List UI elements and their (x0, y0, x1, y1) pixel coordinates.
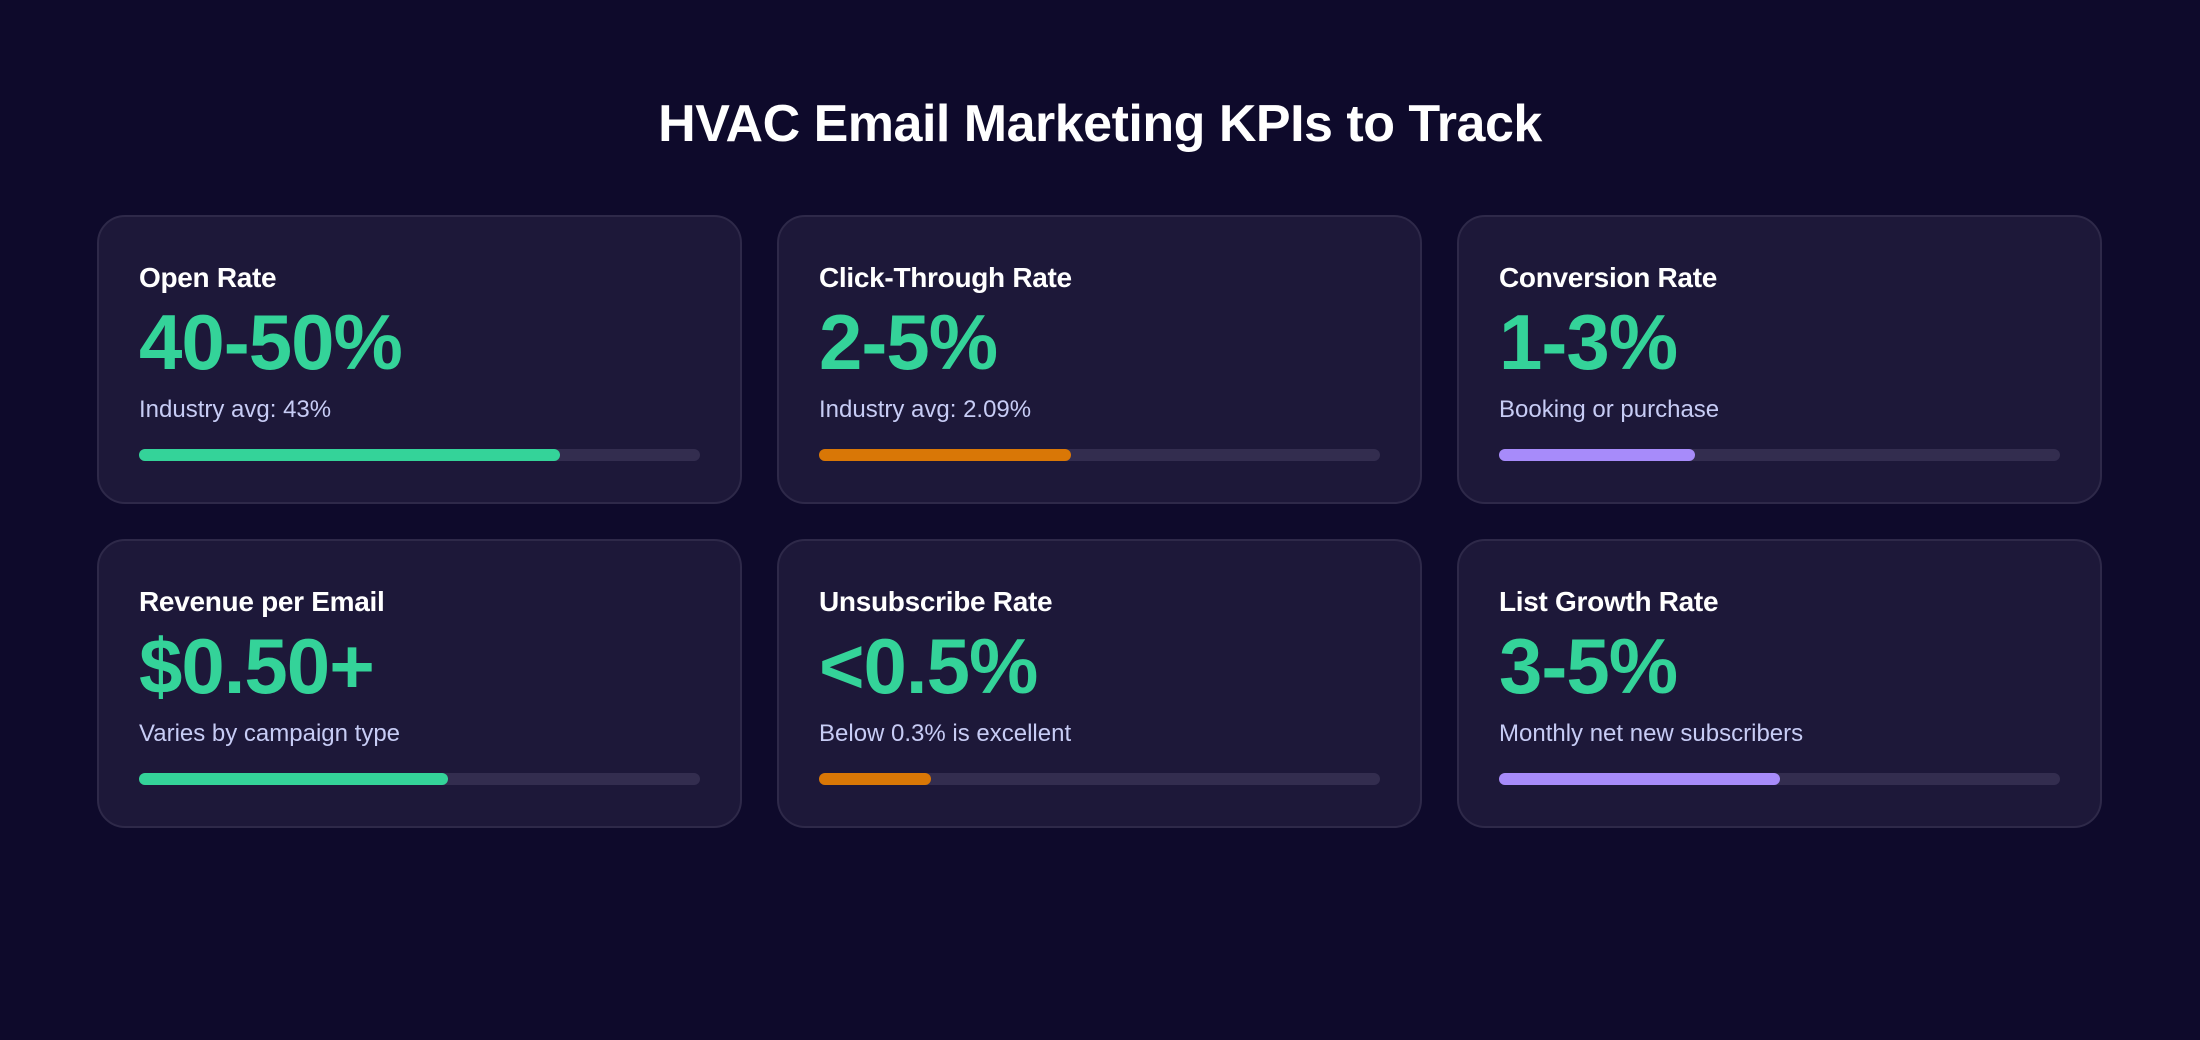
kpi-subtext: Industry avg: 43% (139, 396, 332, 423)
kpi-value: 1-3% (1499, 298, 1678, 386)
kpi-label: Revenue per Email (139, 586, 385, 617)
kpi-label: List Growth Rate (1499, 586, 1719, 617)
progress-fill (1499, 449, 1696, 461)
kpi-value: 2-5% (819, 298, 998, 386)
kpi-value: 3-5% (1499, 622, 1678, 710)
kpi-card: Unsubscribe Rate <0.5% Below 0.3% is exc… (777, 539, 1422, 828)
kpi-card: Open Rate 40-50% Industry avg: 43% (97, 215, 742, 504)
kpi-value: <0.5% (819, 622, 1038, 710)
progress-bar (819, 449, 1380, 461)
kpi-subtext: Below 0.3% is excellent (819, 720, 1072, 747)
kpi-card: List Growth Rate 3-5% Monthly net new su… (1457, 539, 2102, 828)
progress-bar (139, 449, 700, 461)
kpi-subtext: Industry avg: 2.09% (819, 396, 1032, 423)
progress-fill (139, 773, 448, 785)
kpi-card: Click-Through Rate 2-5% Industry avg: 2.… (777, 215, 1422, 504)
page-title: HVAC Email Marketing KPIs to Track (658, 95, 1542, 153)
kpi-grid: Open Rate 40-50% Industry avg: 43% Click… (97, 215, 2102, 828)
progress-bar (819, 773, 1380, 785)
progress-fill (1499, 773, 1780, 785)
kpi-subtext: Monthly net new subscribers (1499, 720, 1804, 747)
progress-fill (819, 773, 932, 785)
kpi-subtext: Booking or purchase (1499, 396, 1720, 423)
progress-fill (139, 449, 560, 461)
kpi-value: 40-50% (139, 298, 403, 386)
progress-fill (819, 449, 1072, 461)
progress-bar (1499, 773, 2060, 785)
kpi-subtext: Varies by campaign type (139, 720, 401, 747)
progress-bar (139, 773, 700, 785)
kpi-card: Revenue per Email $0.50+ Varies by campa… (97, 539, 742, 828)
kpi-label: Click-Through Rate (819, 262, 1072, 293)
kpi-label: Unsubscribe Rate (819, 586, 1053, 617)
kpi-card: Conversion Rate 1-3% Booking or purchase (1457, 215, 2102, 504)
kpi-label: Open Rate (139, 262, 277, 293)
kpi-value: $0.50+ (139, 622, 375, 710)
progress-bar (1499, 449, 2060, 461)
kpi-label: Conversion Rate (1499, 262, 1717, 293)
